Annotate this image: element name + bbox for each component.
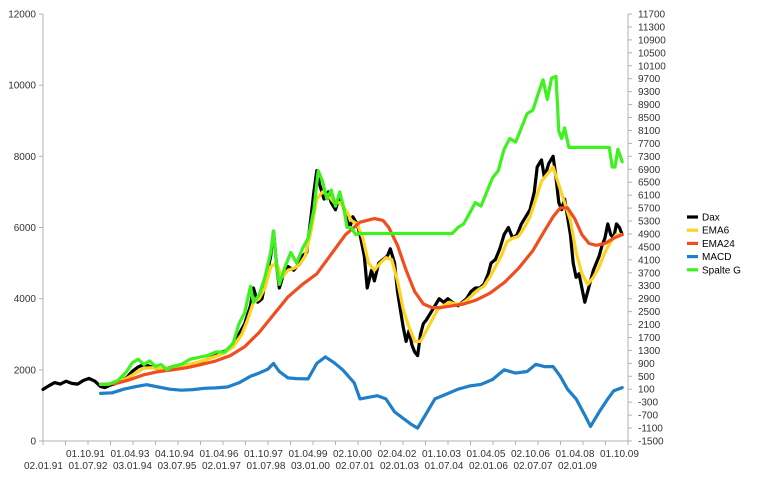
right-tick-label: 8900 <box>638 100 661 111</box>
legend: Dax EMA6 EMA24 MACD Spalte G <box>687 213 741 276</box>
right-tick-label: 6900 <box>638 165 661 176</box>
right-tick-label: 6100 <box>638 191 661 202</box>
right-tick-label: -1100 <box>638 424 663 435</box>
right-tick-label: 7300 <box>638 152 661 163</box>
x-tick-label-lower: 02.07.07 <box>514 461 553 472</box>
x-tick-label-lower: 01.07.98 <box>247 461 286 472</box>
x-tick-label-upper: 01.10.03 <box>422 449 461 460</box>
x-tick-label-upper: 01.04.05 <box>467 449 506 460</box>
right-tick-label: 2900 <box>638 294 661 305</box>
x-tick-label-lower: 02.07.01 <box>336 461 375 472</box>
right-tick-label: 100 <box>638 385 655 396</box>
left-tick-label: 4000 <box>14 294 37 305</box>
legend-label: Dax <box>702 213 720 224</box>
right-tick-label: 1700 <box>638 333 661 344</box>
right-tick-label: 8500 <box>638 113 661 124</box>
left-tick-label: 2000 <box>14 365 37 376</box>
right-tick-label: 4500 <box>638 242 661 253</box>
right-tick-label: 4900 <box>638 229 661 240</box>
right-tick-label: 500 <box>638 372 655 383</box>
x-tick-label-upper: 01.10.09 <box>600 449 639 460</box>
right-tick-label: 7700 <box>638 139 661 150</box>
x-tick-label-upper: 01.04.99 <box>289 449 328 460</box>
x-tick-label-upper: 01.04.08 <box>556 449 595 460</box>
right-tick-label: 11300 <box>638 22 666 33</box>
right-tick-label: 2500 <box>638 307 661 318</box>
right-tick-label: 10900 <box>638 35 666 46</box>
right-tick-label: 1300 <box>638 346 661 357</box>
left-tick-label: 6000 <box>14 223 37 234</box>
x-tick-label-lower: 02.01.09 <box>558 461 597 472</box>
series-line-macd <box>99 355 624 430</box>
x-tick-label-upper: 02.10.00 <box>333 449 372 460</box>
legend-label: EMA24 <box>702 239 735 250</box>
right-tick-label: -700 <box>638 411 658 422</box>
right-tick-label: 9700 <box>638 74 661 85</box>
right-tick-label: 5300 <box>638 217 661 228</box>
right-tick-label: 8100 <box>638 126 661 137</box>
right-tick-label: 4100 <box>638 255 661 266</box>
right-tick-label: 3300 <box>638 281 661 292</box>
legend-label: EMA6 <box>702 226 730 237</box>
right-tick-label: 6500 <box>638 178 661 189</box>
x-tick-label-upper: 02.04.02 <box>378 449 417 460</box>
right-tick-label: 11700 <box>638 10 666 21</box>
left-tick-label: 10000 <box>8 81 36 92</box>
x-tick-label-upper: 04.10.94 <box>155 449 194 460</box>
x-tick-label-lower: 02.01.03 <box>380 461 419 472</box>
x-tick-label-lower: 01.07.92 <box>69 461 108 472</box>
x-tick-label-lower: 02.01.91 <box>24 461 63 472</box>
series-line-ema6 <box>99 165 624 386</box>
axes: 0 2000 4000 6000 8000 10000 12000 -1500 -1100 -70… <box>8 10 666 473</box>
x-tick-label-lower: 01.07.04 <box>425 461 464 472</box>
left-tick-label: 12000 <box>8 10 36 21</box>
x-tick-label-upper: 02.10.06 <box>511 449 550 460</box>
right-tick-label: 900 <box>638 359 655 370</box>
series-line-ema24 <box>99 206 624 386</box>
x-tick-label-upper: 01.04.96 <box>200 449 239 460</box>
x-tick-label-lower: 02.01.97 <box>202 461 241 472</box>
left-tick-label: 0 <box>30 437 36 448</box>
right-tick-label: 2100 <box>638 320 661 331</box>
right-tick-label: 10500 <box>638 48 666 59</box>
x-tick-label-upper: 01.10.97 <box>244 449 283 460</box>
x-tick-label-upper: 01.04.93 <box>111 449 150 460</box>
x-tick-label-lower: 02.01.06 <box>469 461 508 472</box>
x-tick-label-lower: 03.01.00 <box>291 461 330 472</box>
x-tick-label-upper: 01.10.91 <box>66 449 105 460</box>
right-tick-label: 9300 <box>638 87 661 98</box>
left-tick-label: 8000 <box>14 152 37 163</box>
legend-label: MACD <box>702 252 731 263</box>
x-tick-label-lower: 03.01.94 <box>113 461 152 472</box>
right-tick-label: 10100 <box>638 61 666 72</box>
right-tick-label: 3700 <box>638 268 661 279</box>
legend-label: Spalte G <box>702 265 741 276</box>
right-tick-label: -300 <box>638 398 658 409</box>
series-layer <box>41 74 624 430</box>
right-tick-label: -1500 <box>638 437 664 448</box>
series-line-spalte-g <box>99 74 624 386</box>
x-tick-label-lower: 03.07.95 <box>158 461 197 472</box>
right-tick-label: 5700 <box>638 204 661 215</box>
